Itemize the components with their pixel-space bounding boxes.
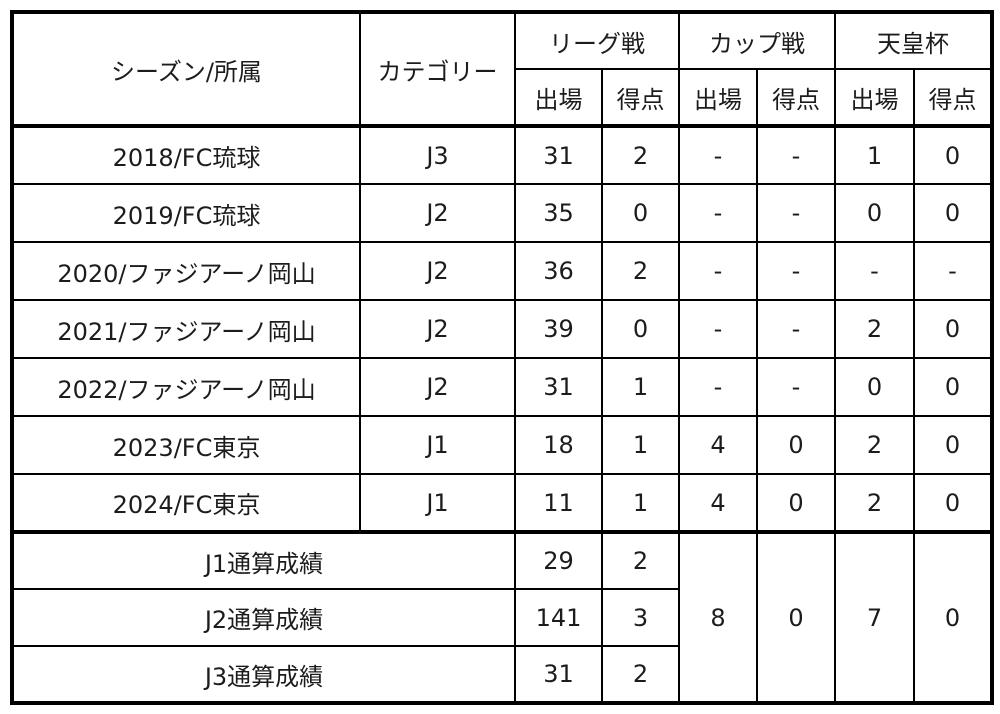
category-cell: J3 — [359, 125, 516, 185]
emperor-apps-cell: - — [834, 241, 915, 301]
subheader-league-goals: 得点 — [601, 68, 680, 128]
total-league-apps-cell: 141 — [514, 588, 603, 647]
cup-goals-cell: - — [756, 299, 836, 359]
cup-apps-cell: - — [678, 357, 758, 417]
table-header: シーズン/所属 カテゴリー リーグ戦 カップ戦 天皇杯 出場 得点 出場 得点 … — [11, 11, 993, 128]
totals-row: J1通算成績 29 2 8 0 7 0 — [11, 530, 993, 704]
emperor-apps-cell: 2 — [834, 473, 915, 533]
total-emperor-apps-cell: 7 — [834, 530, 915, 704]
total-league-goals-cell: 3 — [601, 588, 680, 647]
league-apps-cell: 31 — [514, 125, 603, 185]
cup-apps-cell: - — [678, 241, 758, 301]
table-row: 2022/ファジアーノ岡山 J2 31 1 - - 0 0 — [11, 357, 993, 417]
season-cell: 2021/ファジアーノ岡山 — [11, 299, 361, 359]
league-apps-cell: 18 — [514, 415, 603, 475]
category-cell: J2 — [359, 357, 516, 417]
header-group-league: リーグ戦 — [514, 11, 680, 70]
league-apps-cell: 11 — [514, 473, 603, 533]
league-goals-cell: 0 — [601, 299, 680, 359]
total-label-cell: J2通算成績 — [11, 588, 516, 647]
emperor-goals-cell: 0 — [913, 415, 993, 475]
header-season-club: シーズン/所属 — [11, 11, 361, 128]
category-cell: J2 — [359, 241, 516, 301]
emperor-apps-cell: 2 — [834, 299, 915, 359]
table-row: 2023/FC東京 J1 18 1 4 0 2 0 — [11, 415, 993, 475]
emperor-goals-cell: 0 — [913, 299, 993, 359]
emperor-apps-cell: 2 — [834, 415, 915, 475]
emperor-apps-cell: 0 — [834, 357, 915, 417]
cup-goals-cell: - — [756, 357, 836, 417]
season-cell: 2023/FC東京 — [11, 415, 361, 475]
header-group-cup: カップ戦 — [678, 11, 836, 70]
totals-row: J2通算成績 141 3 — [11, 588, 992, 647]
subheader-cup-goals: 得点 — [756, 68, 836, 128]
total-league-goals-cell: 2 — [601, 645, 680, 704]
table-row: 2018/FC琉球 J3 31 2 - - 1 0 — [11, 125, 993, 185]
league-apps-cell: 35 — [514, 183, 603, 243]
subheader-league-apps: 出場 — [514, 68, 603, 128]
season-cell: 2022/ファジアーノ岡山 — [11, 357, 361, 417]
subheader-emperor-goals: 得点 — [913, 68, 993, 128]
total-label-cell: J3通算成績 — [11, 645, 516, 704]
header-category: カテゴリー — [359, 11, 516, 128]
cup-goals-cell: 0 — [756, 473, 836, 533]
emperor-goals-cell: 0 — [913, 183, 993, 243]
league-apps-cell: 36 — [514, 241, 603, 301]
total-label-cell: J1通算成績 — [11, 530, 516, 590]
cup-apps-cell: - — [678, 299, 758, 359]
table-row: 2020/ファジアーノ岡山 J2 36 2 - - - - — [11, 241, 993, 301]
table-row: 2024/FC東京 J1 11 1 4 0 2 0 — [11, 473, 993, 533]
total-cup-goals-cell: 0 — [756, 530, 836, 704]
league-goals-cell: 2 — [601, 241, 680, 301]
emperor-goals-cell: - — [913, 241, 993, 301]
total-emperor-goals-cell: 0 — [913, 530, 993, 704]
season-cell: 2024/FC東京 — [11, 473, 361, 533]
cup-apps-cell: - — [678, 183, 758, 243]
total-league-apps-cell: 31 — [514, 645, 603, 704]
cup-goals-cell: - — [756, 125, 836, 185]
table-row: 2021/ファジアーノ岡山 J2 39 0 - - 2 0 — [11, 299, 993, 359]
career-stats-table: シーズン/所属 カテゴリー リーグ戦 カップ戦 天皇杯 出場 得点 出場 得点 … — [10, 10, 994, 705]
total-league-apps-cell: 29 — [514, 530, 603, 590]
league-goals-cell: 0 — [601, 183, 680, 243]
total-cup-apps-cell: 8 — [678, 530, 758, 704]
emperor-apps-cell: 1 — [834, 125, 915, 185]
totals-row: J3通算成績 31 2 — [11, 645, 992, 704]
league-apps-cell: 39 — [514, 299, 603, 359]
cup-goals-cell: - — [756, 241, 836, 301]
season-cell: 2019/FC琉球 — [11, 183, 361, 243]
league-goals-cell: 1 — [601, 473, 680, 533]
cup-goals-cell: - — [756, 183, 836, 243]
cup-apps-cell: - — [678, 125, 758, 185]
emperor-goals-cell: 0 — [913, 357, 993, 417]
category-cell: J2 — [359, 299, 516, 359]
cup-apps-cell: 4 — [678, 415, 758, 475]
totals-rows: J1通算成績 29 2 8 0 7 0 J2通算成績 141 3 J3通算成績 … — [11, 530, 993, 704]
subheader-emperor-apps: 出場 — [834, 68, 915, 128]
subheader-cup-apps: 出場 — [678, 68, 758, 128]
header-group-emperor: 天皇杯 — [834, 11, 993, 70]
category-cell: J2 — [359, 183, 516, 243]
league-goals-cell: 2 — [601, 125, 680, 185]
total-league-goals-cell: 2 — [601, 530, 680, 590]
table-row: 2019/FC琉球 J2 35 0 - - 0 0 — [11, 183, 993, 243]
category-cell: J1 — [359, 473, 516, 533]
cup-apps-cell: 4 — [678, 473, 758, 533]
season-rows: 2018/FC琉球 J3 31 2 - - 1 0 2019/FC琉球 J2 3… — [11, 125, 993, 533]
emperor-goals-cell: 0 — [913, 125, 993, 185]
category-cell: J1 — [359, 415, 516, 475]
season-cell: 2018/FC琉球 — [11, 125, 361, 185]
league-goals-cell: 1 — [601, 415, 680, 475]
league-apps-cell: 31 — [514, 357, 603, 417]
emperor-apps-cell: 0 — [834, 183, 915, 243]
league-goals-cell: 1 — [601, 357, 680, 417]
cup-goals-cell: 0 — [756, 415, 836, 475]
season-cell: 2020/ファジアーノ岡山 — [11, 241, 361, 301]
emperor-goals-cell: 0 — [913, 473, 993, 533]
